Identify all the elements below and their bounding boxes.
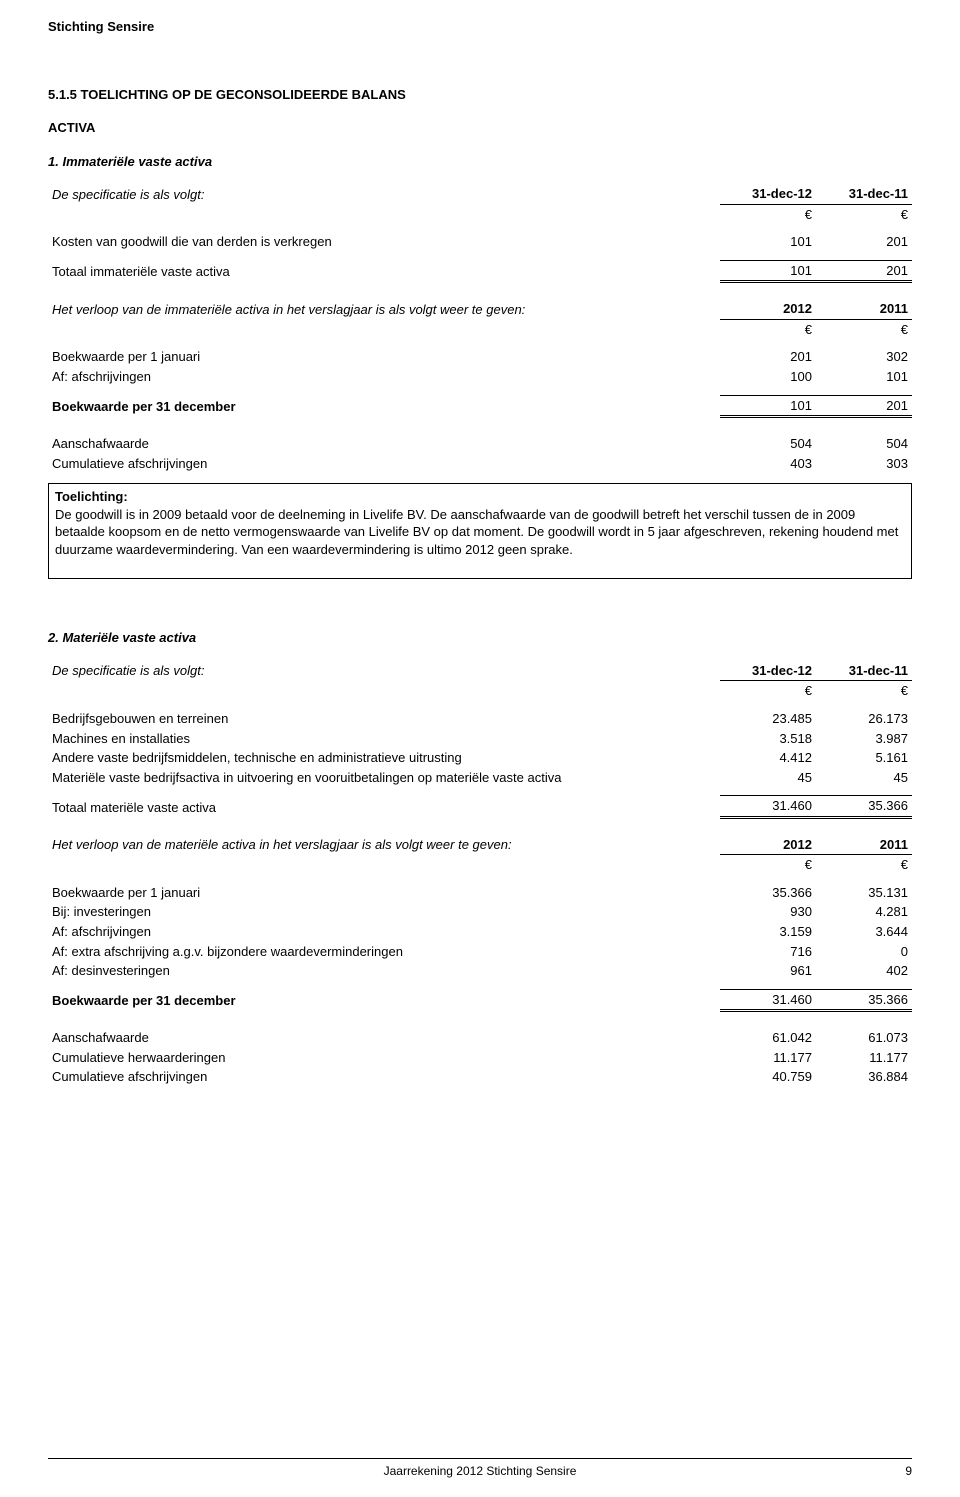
activa-label: ACTIVA [48,119,912,137]
col-header-2: 31-dec-11 [816,184,912,204]
cell: 26.173 [816,709,912,729]
footer-center: Jaarrekening 2012 Stichting Sensire [48,1463,912,1479]
euro-symbol: € [720,319,816,339]
cell: 35.366 [720,883,816,903]
col-header-1: 31-dec-12 [720,661,816,681]
section1-title: 1. Immateriële vaste activa [48,153,912,171]
row-label: Machines en installaties [48,729,720,749]
row-label: Andere vaste bedrijfsmiddelen, technisch… [48,748,720,768]
row-label: Cumulatieve herwaarderingen [48,1048,720,1068]
cell: 61.073 [816,1028,912,1048]
movement-label: Het verloop van de immateriële activa in… [48,299,720,319]
col-header-2: 2011 [816,299,912,319]
cell: 45 [816,768,912,788]
row-label: Af: afschrijvingen [48,367,720,387]
org-header: Stichting Sensire [48,18,912,36]
cell: 201 [816,232,912,252]
section-title: 5.1.5 TOELICHTING OP DE GECONSOLIDEERDE … [48,86,912,104]
euro-symbol: € [720,855,816,875]
col-header-2: 2011 [816,835,912,855]
euro-symbol: € [720,681,816,701]
col-header-1: 31-dec-12 [720,184,816,204]
cell: 4.281 [816,902,912,922]
cell: 504 [816,434,912,454]
row-label: Cumulatieve afschrijvingen [48,1067,720,1087]
euro-symbol: € [816,319,912,339]
total-cell: 201 [816,395,912,417]
cell: 40.759 [720,1067,816,1087]
cell: 3.518 [720,729,816,749]
row-label: Materiële vaste bedrijfsactiva in uitvoe… [48,768,720,788]
row-label: Boekwaarde per 31 december [48,989,720,1011]
section2-title: 2. Materiële vaste activa [48,629,912,647]
cell: 303 [816,454,912,474]
cell: 45 [720,768,816,788]
toelichting-head: Toelichting: [55,489,128,504]
row-label: Boekwaarde per 1 januari [48,883,720,903]
cell: 23.485 [720,709,816,729]
cell: 36.884 [816,1067,912,1087]
cell: 101 [816,367,912,387]
row-label: Cumulatieve afschrijvingen [48,454,720,474]
row-label: Aanschafwaarde [48,434,720,454]
cell: 504 [720,434,816,454]
cell: 11.177 [816,1048,912,1068]
row-label: Af: desinvesteringen [48,961,720,981]
cell: 35.131 [816,883,912,903]
col-header-2: 31-dec-11 [816,661,912,681]
cell: 716 [720,942,816,962]
page-footer: Jaarrekening 2012 Stichting Sensire 9 [48,1458,912,1479]
cell: 302 [816,347,912,367]
cell: 11.177 [720,1048,816,1068]
cell: 930 [720,902,816,922]
row-label: Totaal immateriële vaste activa [48,260,720,282]
cell: 4.412 [720,748,816,768]
section1-spec-table: De specificatie is als volgt: 31-dec-12 … [48,184,912,473]
total-cell: 31.460 [720,989,816,1011]
row-label: Af: afschrijvingen [48,922,720,942]
cell: 403 [720,454,816,474]
total-cell: 31.460 [720,796,816,818]
cell: 3.987 [816,729,912,749]
cell: 61.042 [720,1028,816,1048]
movement-label: Het verloop van de materiële activa in h… [48,835,720,855]
cell: 101 [720,232,816,252]
toelichting-text: De goodwill is in 2009 betaald voor de d… [55,507,898,557]
cell: 5.161 [816,748,912,768]
cell: 961 [720,961,816,981]
col-header-1: 2012 [720,299,816,319]
row-label: Totaal materiële vaste activa [48,796,720,818]
euro-symbol: € [816,681,912,701]
total-cell: 35.366 [816,989,912,1011]
total-cell: 35.366 [816,796,912,818]
euro-symbol: € [816,204,912,224]
row-label: Kosten van goodwill die van derden is ve… [48,232,720,252]
cell: 100 [720,367,816,387]
euro-symbol: € [816,855,912,875]
spec-label: De specificatie is als volgt: [48,661,720,681]
col-header-1: 2012 [720,835,816,855]
spec-label: De specificatie is als volgt: [48,184,720,204]
row-label: Bij: investeringen [48,902,720,922]
cell: 0 [816,942,912,962]
row-label: Boekwaarde per 1 januari [48,347,720,367]
toelichting-box: Toelichting: De goodwill is in 2009 beta… [48,483,912,579]
cell: 402 [816,961,912,981]
total-cell: 101 [720,395,816,417]
total-cell: 101 [720,260,816,282]
row-label: Aanschafwaarde [48,1028,720,1048]
cell: 3.159 [720,922,816,942]
page: Stichting Sensire 5.1.5 TOELICHTING OP D… [0,0,960,1497]
euro-symbol: € [720,204,816,224]
section2-spec-table: De specificatie is als volgt: 31-dec-12 … [48,661,912,1087]
row-label: Boekwaarde per 31 december [48,395,720,417]
cell: 3.644 [816,922,912,942]
row-label: Af: extra afschrijving a.g.v. bijzondere… [48,942,720,962]
cell: 201 [720,347,816,367]
total-cell: 201 [816,260,912,282]
row-label: Bedrijfsgebouwen en terreinen [48,709,720,729]
